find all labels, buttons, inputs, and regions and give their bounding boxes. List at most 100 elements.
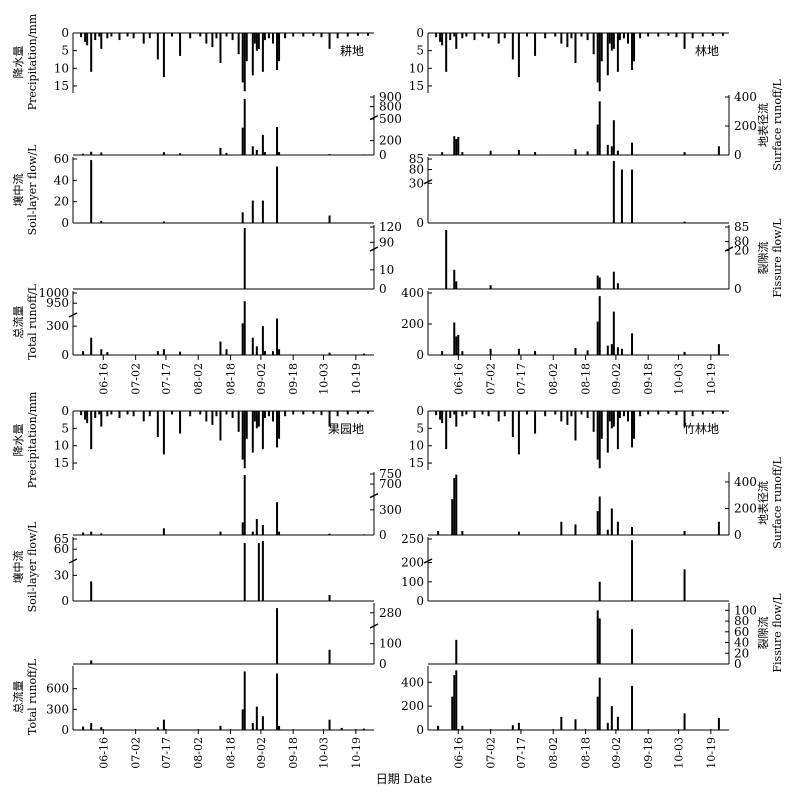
subplot-fissure: 0 100 280 [73,603,402,671]
precip-bar [284,33,287,39]
precip-bar [449,33,452,41]
runoff-bar [631,540,634,601]
runoff-bar [586,151,589,155]
runoff-bar [598,618,601,664]
runoff-bar [243,98,246,155]
y-tick-label: 5 [416,44,424,58]
runoff-bar [156,727,159,730]
precip-bar [148,411,151,417]
precip-bar [94,33,97,41]
subplot-soil: 0 100 200 250 [401,532,729,608]
precip-bar [255,33,258,51]
precip-bar [271,33,274,44]
y-tick-label: 80 [734,235,749,249]
precip-bar [566,411,569,425]
x-tick-label: 06-16 [452,363,465,395]
runoff-bar [100,152,103,155]
y-tick-label: 0 [734,528,742,542]
precip-bar [80,411,83,416]
y-tick-label: 10 [54,439,69,453]
precip-bar [570,33,573,39]
runoff-bar [574,348,577,355]
runoff-bar [612,161,615,223]
precip-bar [189,411,192,417]
runoff-bar [461,152,464,155]
y-tick-label: 0 [734,148,742,162]
y-tick-label: 15 [409,456,424,470]
precip-bar [225,33,228,37]
runoff-bar [362,154,365,156]
runoff-bar [574,149,577,155]
precip-bar [86,33,89,46]
precip-bar [439,33,442,42]
precip-bar [302,411,305,415]
x-tick-label: 09-02 [255,737,268,769]
precip-bar [219,33,222,63]
y-tick-label: 60 [734,625,749,639]
y-tick-label: 0 [61,404,69,418]
precip-bar [525,33,528,37]
runoff-bar [100,533,103,535]
precip-bar [441,411,444,424]
precip-bar [517,411,520,455]
precip-bar [647,411,650,415]
precip-bar [544,33,547,39]
runoff-bar [82,726,85,730]
precip-bar [592,33,595,55]
runoff-bar [455,281,458,289]
runoff-bar [276,608,279,664]
precip-bar [626,33,629,44]
precip-bar [612,33,615,49]
runoff-bar [106,352,109,355]
x-tick-label: 06-16 [97,737,110,769]
runoff-bar [489,348,492,355]
precip-bar [449,411,452,418]
runoff-bar [610,344,613,355]
precip-bar [219,411,222,441]
y-tick-label: 200 [401,556,424,570]
precip-bar [626,411,629,422]
x-tick-label: 10-03 [672,737,685,769]
runoff-bar [251,146,254,155]
site-name: 耕地 [340,43,364,58]
y-tick-label: 700 [379,477,402,491]
y-tick-label: 200 [734,501,757,515]
x-tick-label: 07-02 [485,363,498,395]
total-axis-title-2: 总流量Total runoff/L [11,658,39,735]
precip-bar [435,411,438,416]
runoff-bar [340,727,343,730]
runoff-bar [179,153,182,155]
precip-bar [445,411,448,450]
y-tick-label: 300 [46,702,69,716]
y-tick-label: 300 [379,503,402,517]
runoff-bar [261,326,264,355]
precip-bar [570,411,573,417]
y-tick-label: 0 [734,282,742,296]
precip-bar [271,411,274,422]
y-tick-label: 750 [379,467,402,481]
precip-bar [162,33,165,78]
runoff-bar [610,508,613,535]
precip-subplot: 0 5 10 15 果园地 [54,404,374,470]
precip-bar [574,33,577,63]
precip-bar [278,33,281,62]
runoff-bar [261,134,264,155]
subplot-soil: 0 20 40 60 [54,152,374,230]
precip-bar [608,33,611,44]
precip-bar [631,33,634,71]
y-tick-label: 100 [401,575,424,589]
runoff-bar [606,345,609,355]
runoff-bar [263,351,266,355]
y-tick-label: 950 [46,296,69,310]
precip-bar [683,33,686,49]
precip-bar [241,411,244,460]
precip-bar [657,411,660,415]
x-tick-label: 10-19 [350,737,363,769]
precip-bar [336,33,339,39]
precip-bar [554,411,557,415]
y-tick-label: 0 [61,216,69,230]
y-tick-label: 0 [416,26,424,40]
precip-bar [179,411,182,434]
